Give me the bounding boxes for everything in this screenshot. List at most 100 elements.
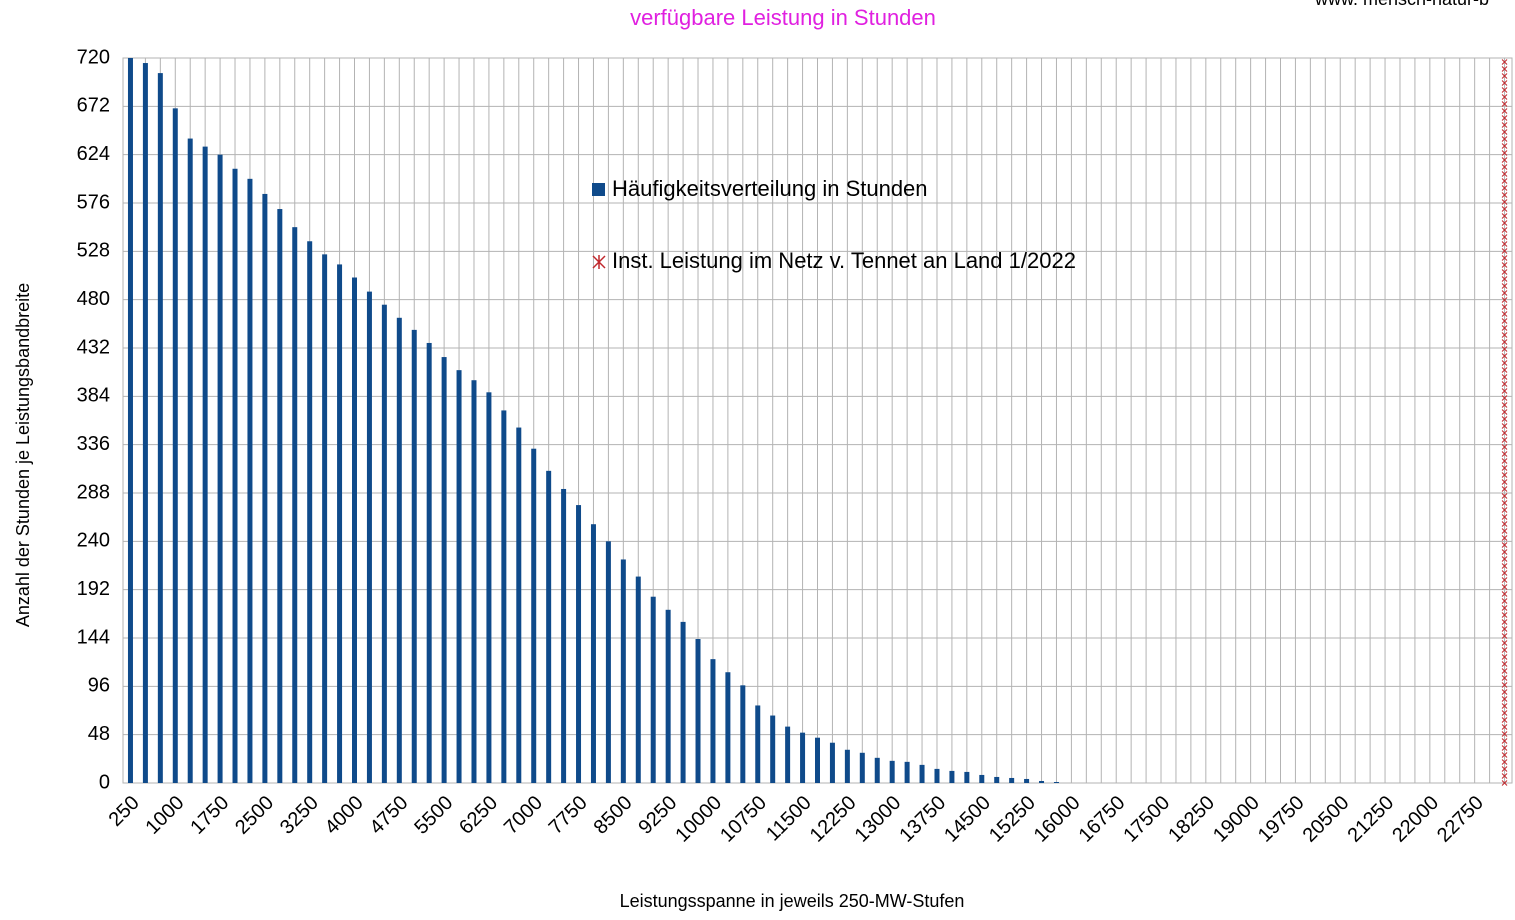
marker — [1501, 458, 1508, 464]
bar — [366, 291, 372, 783]
marker — [1501, 612, 1508, 618]
bar — [322, 254, 328, 783]
marker — [1501, 773, 1508, 779]
marker — [1501, 318, 1508, 324]
marker — [1501, 423, 1508, 429]
bar — [710, 659, 716, 783]
x-tick-label: 3250 — [276, 792, 323, 839]
y-tick-label: 336 — [77, 433, 110, 455]
marker — [1501, 675, 1508, 681]
marker — [1501, 486, 1508, 492]
marker — [1501, 73, 1508, 79]
marker — [1501, 717, 1508, 723]
marker — [1501, 388, 1508, 394]
marker — [1501, 731, 1508, 737]
marker — [1501, 409, 1508, 415]
bar — [172, 108, 178, 783]
marker — [1501, 346, 1508, 352]
x-tick-label: 15250 — [985, 792, 1040, 847]
marker — [1501, 416, 1508, 422]
marker — [1501, 262, 1508, 268]
marker — [1501, 150, 1508, 156]
bar — [919, 764, 925, 783]
bar — [307, 241, 313, 783]
bar — [1024, 778, 1030, 783]
bar — [979, 774, 985, 783]
marker — [1501, 507, 1508, 513]
bar — [680, 621, 686, 783]
marker — [1501, 724, 1508, 730]
marker — [1501, 122, 1508, 128]
marker — [1501, 332, 1508, 338]
bar — [426, 342, 432, 783]
marker — [1501, 444, 1508, 450]
bar — [501, 410, 507, 783]
x-tick-label: 10750 — [716, 792, 771, 847]
legend-swatch — [592, 183, 605, 196]
marker — [1501, 437, 1508, 443]
bar — [441, 357, 447, 783]
marker — [1501, 269, 1508, 275]
bar — [576, 505, 582, 783]
bar — [411, 329, 417, 783]
y-tick-label: 480 — [77, 288, 110, 310]
marker — [1501, 234, 1508, 240]
marker — [1501, 164, 1508, 170]
bar — [904, 761, 910, 783]
marker — [1501, 178, 1508, 184]
marker — [1501, 647, 1508, 653]
bar — [456, 370, 462, 783]
bar — [695, 639, 701, 783]
marker — [1501, 192, 1508, 198]
marker — [1501, 66, 1508, 72]
x-tick-label: 22750 — [1433, 792, 1488, 847]
marker — [1501, 479, 1508, 485]
legend-swatch — [592, 255, 606, 269]
marker — [1501, 241, 1508, 247]
bar — [217, 154, 223, 783]
bar — [486, 392, 492, 783]
x-tick-label: 18250 — [1164, 792, 1219, 847]
marker — [1501, 703, 1508, 709]
bar — [187, 138, 193, 784]
marker — [1501, 521, 1508, 527]
marker — [1501, 752, 1508, 758]
marker — [1501, 633, 1508, 639]
bar — [859, 752, 865, 783]
marker — [1501, 143, 1508, 149]
bar — [262, 193, 268, 783]
marker — [1501, 115, 1508, 121]
marker — [1501, 738, 1508, 744]
bar — [725, 672, 731, 783]
marker — [1501, 682, 1508, 688]
bar — [740, 685, 746, 783]
marker — [1501, 493, 1508, 499]
marker — [1501, 199, 1508, 205]
bar — [770, 715, 776, 783]
bar — [516, 427, 522, 783]
marker — [1501, 696, 1508, 702]
marker — [1501, 759, 1508, 765]
bar — [934, 768, 940, 783]
bar — [337, 264, 343, 784]
marker — [1501, 745, 1508, 751]
chart-title: verfügbare Leistung in Stunden — [630, 5, 936, 30]
y-tick-label: 576 — [77, 191, 110, 213]
marker — [1501, 430, 1508, 436]
bar — [561, 488, 567, 783]
marker — [1501, 248, 1508, 254]
x-tick-label: 21250 — [1343, 792, 1398, 847]
marker — [1501, 402, 1508, 408]
x-tick-label: 14500 — [940, 792, 995, 847]
marker — [1501, 353, 1508, 359]
marker — [1501, 605, 1508, 611]
marker — [1501, 108, 1508, 114]
marker — [1501, 472, 1508, 478]
y-tick-label: 624 — [77, 143, 110, 165]
bar — [964, 771, 970, 783]
bar — [157, 73, 163, 783]
y-tick-label: 192 — [77, 578, 110, 600]
y-tick-label: 528 — [77, 240, 110, 262]
marker — [1501, 668, 1508, 674]
